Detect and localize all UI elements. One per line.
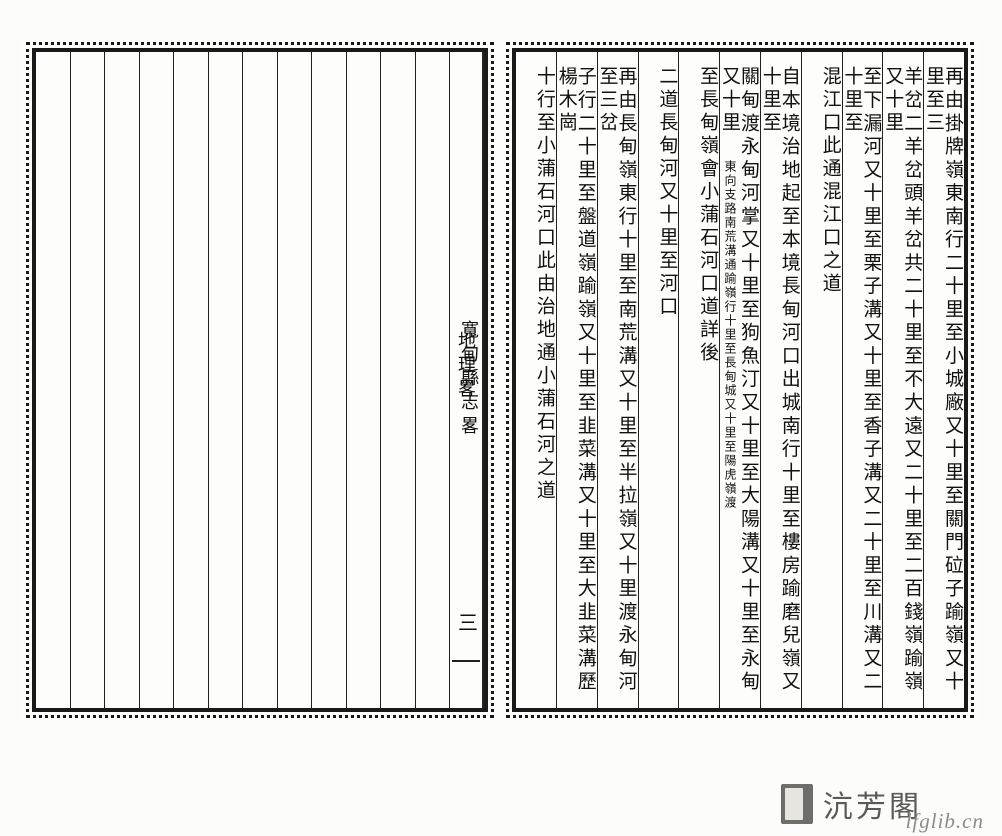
right-leaf: 再由掛牌嶺東南行二十里至小城廠又十里至關門砬子踰嶺又十里至三 羊岔二羊岔頭羊岔共… — [500, 40, 980, 720]
banxin-marker — [452, 660, 480, 662]
text-column: 至下漏河又十里至栗子溝又十里至香子溝又二十里至川溝又二十里至 — [843, 52, 884, 708]
text-column: 子行二十里至盤道嶺踰嶺又十里至韭菜溝又十里至大韭菜溝歷楊木崗 — [557, 52, 598, 708]
text-column: 混江口此通混江口之道 — [802, 52, 843, 708]
text-column: 自本境治地起至本境長甸河口出城南行十里至樓房踰磨兒嶺又十里至 — [761, 52, 802, 708]
text-column: 羊岔二羊岔頭羊岔共二十里至不大遠又二十里至二百錢嶺踰嶺又十里 — [883, 52, 924, 708]
right-frame: 再由掛牌嶺東南行二十里至小城廠又十里至關門砬子踰嶺又十里至三 羊岔二羊岔頭羊岔共… — [512, 48, 968, 712]
text-column: 再由掛牌嶺東南行二十里至小城廠又十里至關門砬子踰嶺又十里至三 — [924, 52, 964, 708]
blank-column — [71, 52, 106, 708]
left-leaf: 寬甸縣志畧 地理畧 三 — [20, 40, 500, 720]
blank-column — [381, 52, 416, 708]
banxin-folio: 三 — [452, 612, 481, 638]
blank-column — [36, 52, 71, 708]
book-icon — [781, 784, 813, 824]
text-column: 二道長甸河又十里至河口 — [639, 52, 680, 708]
interlinear-note: 東向支路南荒溝通踰嶺行十里至長甸城又十里至陽虎嶺渡 — [724, 160, 736, 510]
banxin-section: 地理畧 — [453, 331, 479, 403]
blank-column — [174, 52, 209, 708]
text-column: 再由長甸嶺東行十里至南荒溝又十里至半拉嶺又十里渡永甸河至三岔 — [598, 52, 639, 708]
watermark-url: lfglib.cn — [906, 809, 984, 834]
blank-column — [416, 52, 451, 708]
blank-column — [105, 52, 140, 708]
blank-column — [243, 52, 278, 708]
blank-column — [347, 52, 382, 708]
blank-column — [278, 52, 313, 708]
blank-column — [209, 52, 244, 708]
banxin: 寬甸縣志畧 地理畧 三 — [450, 52, 484, 708]
blank-column — [140, 52, 175, 708]
book-spread: 寬甸縣志畧 地理畧 三 再由 — [20, 40, 980, 720]
watermark: 沆芳閣 — [781, 782, 922, 826]
page: 寬甸縣志畧 地理畧 三 再由 — [0, 0, 1002, 836]
text-column: 十行至小蒲石河口此由治地通小蒲石河之道 — [516, 52, 557, 708]
blank-column — [312, 52, 347, 708]
text-column: 關甸渡永甸河掌又十里至狗魚汀又十里至大陽溝又十里至永甸又十里 東向支路南荒溝通踰… — [720, 52, 761, 708]
left-frame: 寬甸縣志畧 地理畧 三 — [32, 48, 488, 712]
text-column: 至長甸嶺會小蒲石河口道詳後 — [679, 52, 720, 708]
